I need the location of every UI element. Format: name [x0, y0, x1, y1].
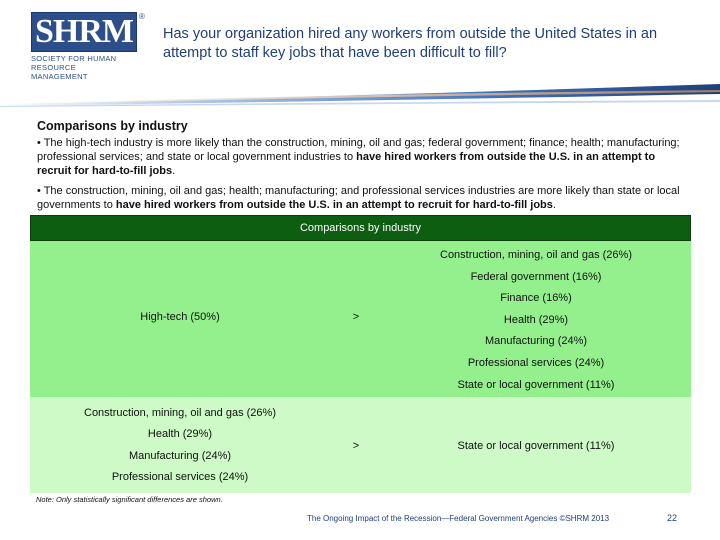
row1-right-item: State or local government (11%) — [457, 378, 615, 391]
table-header: Comparisons by industry — [30, 215, 691, 241]
footnote: Note: Only statistically significant dif… — [36, 495, 223, 504]
row2-left-list: Construction, mining, oil and gas (26%) … — [70, 403, 290, 489]
row2-right-cell: State or local government (11%) — [457, 440, 615, 452]
table-row: Construction, mining, oil and gas (26%) … — [30, 397, 691, 493]
bullet-2-bold: have hired workers from outside the U.S.… — [115, 199, 553, 211]
row1-right-item: Manufacturing (24%) — [484, 335, 588, 348]
logo-line-1: SOCIETY FOR HUMAN — [31, 54, 117, 63]
section-title: Comparisons by industry — [37, 119, 188, 133]
row2-left-item: Manufacturing (24%) — [128, 449, 232, 462]
row1-right-item: Construction, mining, oil and gas (26%) — [440, 249, 632, 261]
row2-left-item: Health (29%) — [147, 428, 213, 441]
comparison-table: Comparisons by industry High-tech (50%) … — [30, 215, 691, 493]
row2-operator: > — [352, 440, 360, 452]
bullet-1: • The high-tech industry is more likely … — [37, 136, 682, 178]
row1-right-item: Health (29%) — [503, 313, 569, 326]
decorative-swoosh — [0, 84, 720, 107]
row2-left-item: Construction, mining, oil and gas (26%) — [84, 407, 276, 419]
table-row: High-tech (50%) > Construction, mining, … — [30, 241, 691, 397]
bullet-1-text: • The high-tech industry is more likely … — [37, 137, 680, 163]
bullet-2-text: • The construction, mining, oil and gas;… — [37, 185, 680, 211]
logo-subtitle: SOCIETY FOR HUMAN RESOURCE MANAGEMENT — [31, 54, 135, 81]
bullet-1-bold: have hired workers from outside the U.S.… — [37, 151, 656, 177]
row2-left-item: Professional services (24%) — [111, 471, 249, 484]
shrm-logo: SHRM ® SOCIETY FOR HUMAN RESOURCE MANAGE… — [31, 12, 145, 81]
logo-line-2: RESOURCE MANAGEMENT — [31, 63, 88, 81]
row1-right-item: Finance (16%) — [500, 292, 572, 305]
bullet-1-end: . — [172, 165, 176, 177]
shrm-logo-mark: SHRM — [31, 12, 137, 52]
row1-left-cell: High-tech (50%) — [140, 311, 220, 323]
row1-right-item: Professional services (24%) — [467, 356, 605, 369]
row1-right-list: Construction, mining, oil and gas (26%) … — [410, 245, 662, 396]
footer-text: The Ongoing Impact of the Recession—Fede… — [307, 514, 610, 523]
registered-icon: ® — [139, 12, 145, 21]
page-number: 22 — [667, 513, 678, 523]
bullet-2: • The construction, mining, oil and gas;… — [37, 184, 682, 212]
row1-right-item: Federal government (16%) — [470, 270, 602, 283]
bullet-2-end: . — [552, 199, 556, 211]
row1-operator: > — [352, 311, 360, 323]
slide-question: Has your organization hired any workers … — [163, 26, 658, 61]
